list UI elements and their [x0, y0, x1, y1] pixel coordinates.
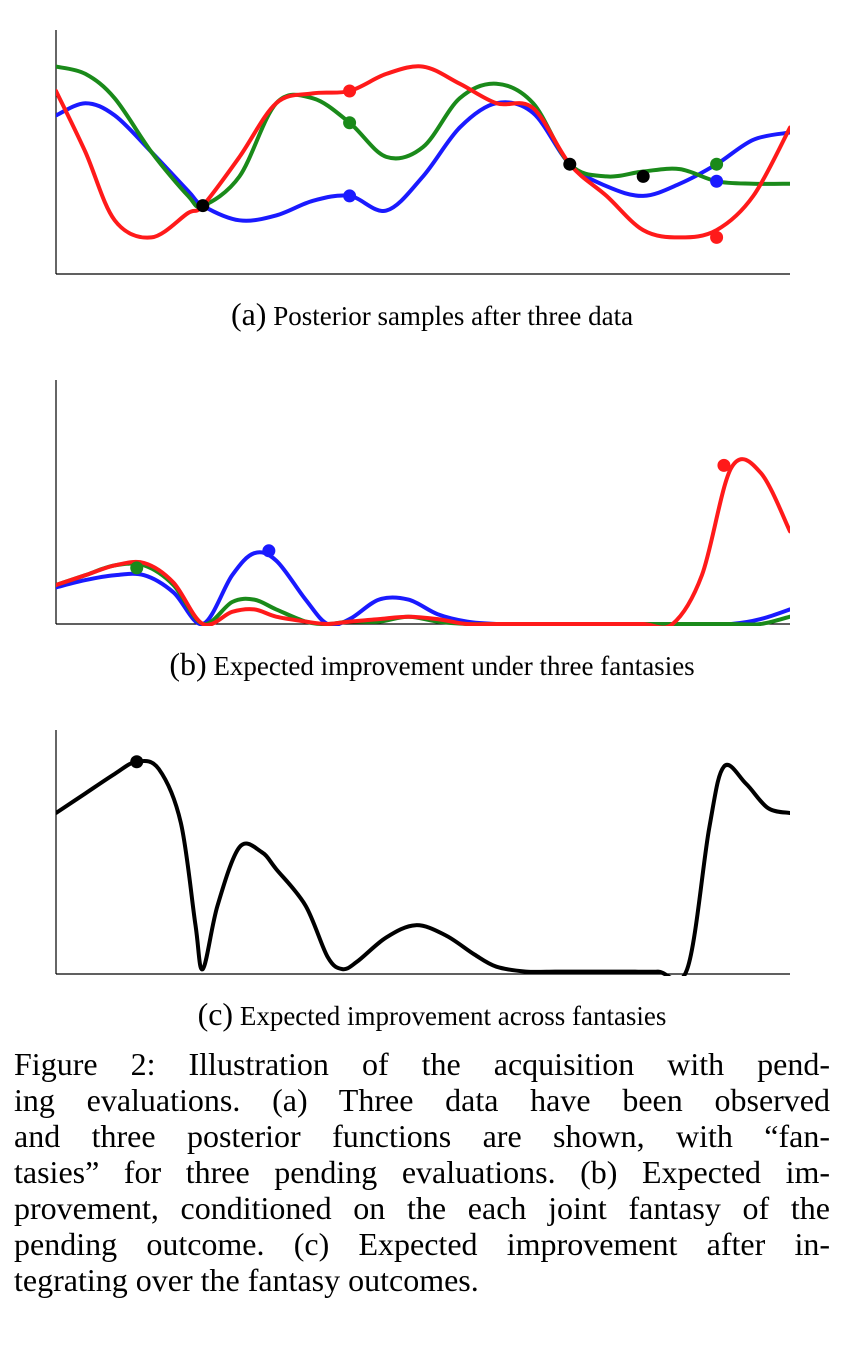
fantasy-point-right-0 — [710, 157, 724, 171]
figure-caption: Figure 2: Illustration of the acquisitio… — [14, 1046, 830, 1298]
panel-b: (b) Expected improvement under three fan… — [0, 380, 864, 683]
fantasy-point-0 — [130, 755, 144, 769]
panel-a: (a) Posterior samples after three data — [0, 0, 864, 340]
caption-a-title: Posterior samples after three data — [273, 301, 634, 331]
fantasy-point-2 — [717, 458, 731, 472]
series-group — [56, 758, 790, 976]
panel-c: (c) Expected improvement across fantasie… — [0, 730, 864, 1033]
figure-caption-line: ing evaluations. (a) Three data have bee… — [14, 1082, 830, 1118]
observed-point-0 — [196, 199, 210, 213]
caption-b: (b) Expected improvement under three fan… — [0, 646, 864, 683]
figure-caption-line: Figure 2: Illustration of the acquisitio… — [14, 1046, 830, 1082]
series-line-2 — [56, 64, 790, 240]
series-group — [56, 457, 790, 626]
figure-caption-line: and three posterior functions are shown,… — [14, 1118, 830, 1154]
chart-c — [55, 730, 790, 976]
caption-a-label: (a) — [230, 296, 267, 332]
caption-b-label: (b) — [169, 646, 207, 682]
caption-c: (c) Expected improvement across fantasie… — [0, 996, 864, 1033]
fantasy-point-right-2 — [710, 230, 724, 244]
caption-c-title: Expected improvement across fantasies — [239, 1001, 667, 1031]
figure-caption-line: provement, conditioned on the each joint… — [14, 1190, 830, 1226]
chart-b — [55, 380, 790, 626]
caption-c-label: (c) — [197, 996, 234, 1032]
caption-b-title: Expected improvement under three fantasi… — [213, 651, 695, 681]
figure-caption-line: pending outcome. (c) Expected improvemen… — [14, 1226, 830, 1262]
caption-a: (a) Posterior samples after three data — [0, 296, 864, 333]
figure-caption-line: tasies” for three pending evaluations. (… — [14, 1154, 830, 1190]
fantasy-point-right-1 — [710, 174, 724, 188]
fantasy-point-0 — [343, 189, 357, 203]
fantasy-point-1 — [130, 561, 144, 575]
series-line-0 — [56, 758, 790, 976]
fantasy-point-0 — [262, 544, 276, 558]
series-line-0 — [56, 100, 790, 223]
series-line-1 — [56, 64, 790, 209]
fantasy-point-2 — [343, 84, 357, 98]
series-group — [56, 64, 790, 240]
fantasy-point-1 — [343, 116, 357, 130]
series-line-2 — [56, 457, 790, 626]
observed-point-1 — [563, 157, 577, 171]
observed-point-2 — [636, 169, 650, 183]
figure-caption-line: tegrating over the fantasy outcomes. — [14, 1262, 479, 1298]
chart-a — [55, 30, 790, 275]
